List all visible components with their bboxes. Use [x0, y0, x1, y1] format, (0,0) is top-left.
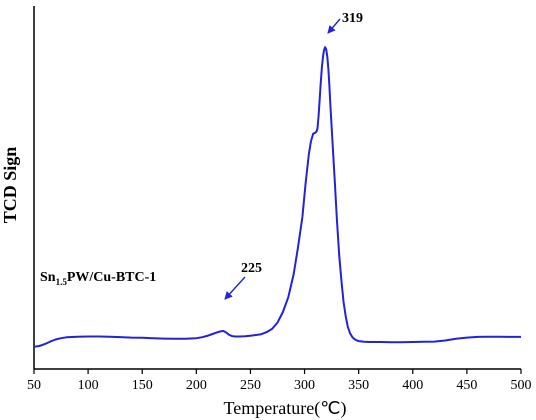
- sample-label-prefix: Sn: [40, 270, 56, 285]
- x-tick-label: 200: [186, 378, 207, 393]
- x-tick-label: 500: [511, 378, 532, 393]
- axes: [33, 6, 521, 370]
- annotations: 319 225: [224, 11, 363, 300]
- sample-label: Sn1.5PW/Cu-BTC-1: [40, 270, 156, 287]
- x-tick-label: 50: [27, 378, 41, 393]
- series-line: [33, 46, 521, 348]
- x-tick-label: 350: [348, 378, 369, 393]
- sample-label-suffix: PW/Cu-BTC-1: [67, 270, 156, 285]
- x-ticks: 50 100 150 200 250 300 350 400 450 500: [27, 369, 532, 393]
- x-axis-title: Temperature(℃): [224, 398, 347, 419]
- annotation-arrow: [327, 18, 341, 34]
- series-layer: [33, 46, 521, 348]
- sample-label-subscript: 1.5: [56, 277, 68, 287]
- x-tick-label: 100: [78, 378, 99, 393]
- x-tick-label: 150: [132, 378, 153, 393]
- x-tick-label: 400: [402, 378, 423, 393]
- x-tick-label: 250: [240, 378, 261, 393]
- annotation-arrow: [224, 276, 246, 300]
- x-tick-label: 300: [294, 378, 315, 393]
- y-axis-title: TCD Sign: [0, 147, 20, 224]
- x-tick-label: 450: [456, 378, 477, 393]
- annotation-label: 225: [241, 261, 262, 276]
- annotation-label: 319: [342, 11, 363, 26]
